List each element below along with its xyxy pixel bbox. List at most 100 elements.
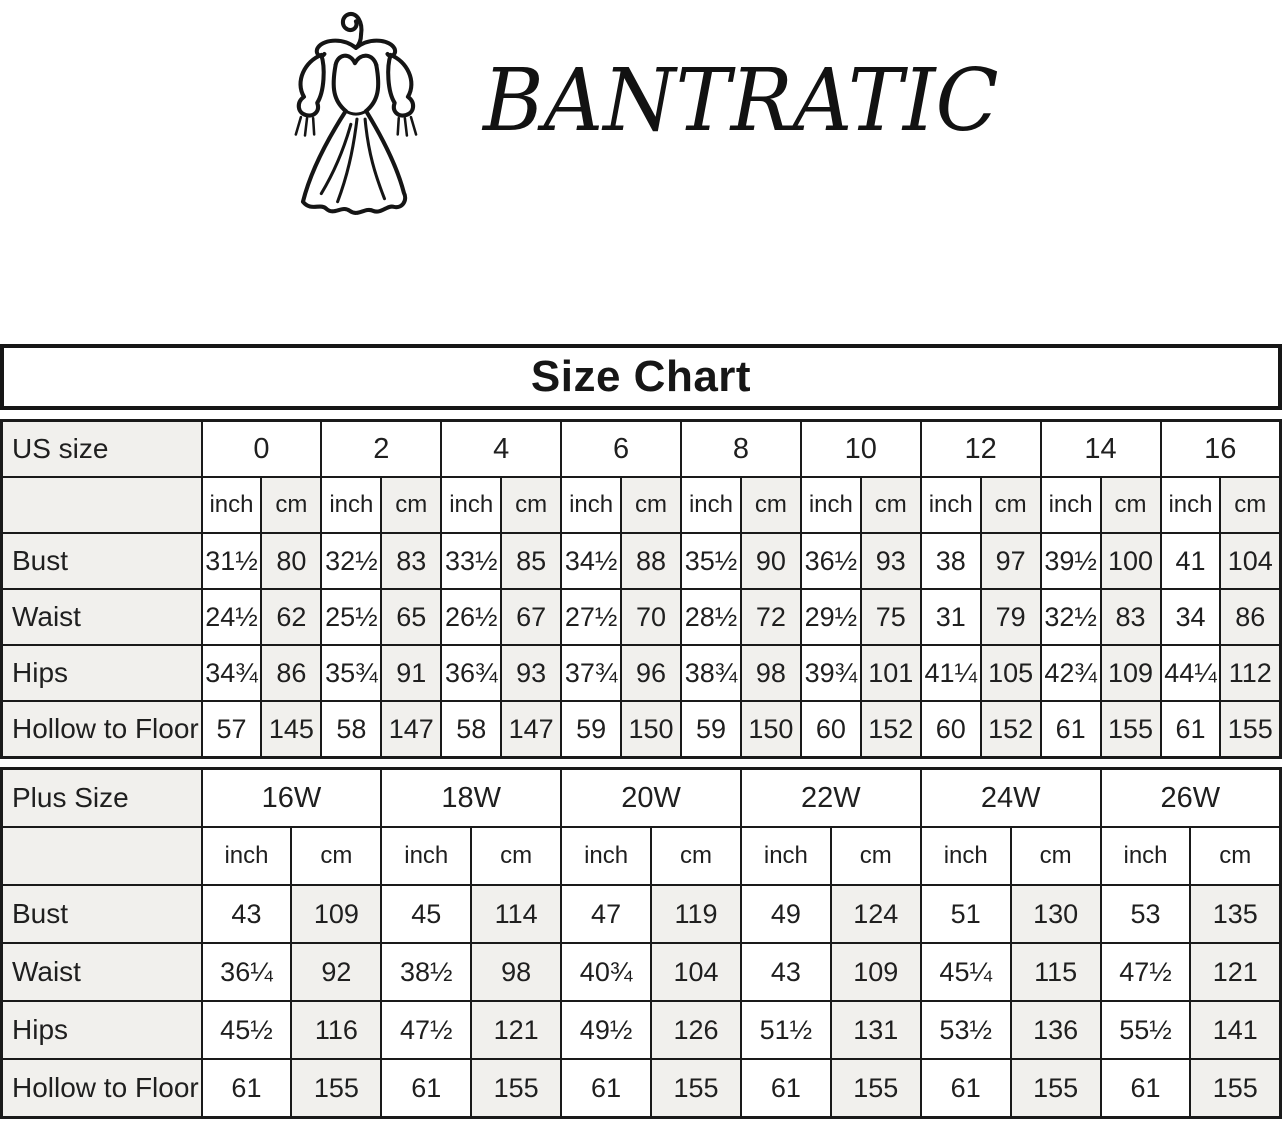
standard-size-table: US size 0 2 4 6 8 10 12 14 16 inch cm inch cm inch cm in… [0, 419, 1282, 759]
measurement-value-cm: 105 [979, 644, 1042, 702]
measurement-value-cm: 97 [979, 532, 1042, 590]
unit-label-cm: cm [1189, 826, 1282, 886]
unit-label-inch: inch [1099, 826, 1192, 886]
measurement-value-inch: 61 [1099, 1058, 1192, 1119]
measurement-value-cm: 85 [500, 532, 563, 590]
unit-label-inch: inch [380, 826, 473, 886]
size-header: 4 [440, 419, 563, 478]
measurement-value-cm: 147 [380, 700, 443, 759]
measurement-value-cm: 86 [1219, 588, 1282, 646]
row-label: Hips [0, 644, 203, 702]
measurement-value-inch: 51½ [739, 1000, 832, 1060]
unit-label-cm: cm [470, 826, 563, 886]
unit-label-inch: inch [560, 476, 623, 534]
measurement-value-cm: 80 [260, 532, 323, 590]
size-column-label: US size [0, 419, 203, 478]
measurement-value-cm: 124 [829, 884, 922, 944]
measurement-value-cm: 62 [260, 588, 323, 646]
measurement-value-inch: 33½ [440, 532, 503, 590]
measurement-value-inch: 37¾ [560, 644, 623, 702]
measurement-value-inch: 29½ [799, 588, 862, 646]
measurement-value-inch: 28½ [680, 588, 742, 646]
measurement-value-inch: 61 [1039, 700, 1102, 759]
measurement-value-cm: 119 [650, 884, 742, 944]
row-label: Bust [0, 884, 203, 944]
measurement-value-inch: 55½ [1099, 1000, 1192, 1060]
measurement-value-inch: 59 [680, 700, 742, 759]
row-label: Waist [0, 588, 203, 646]
measurement-value-inch: 57 [200, 700, 263, 759]
measurement-value-inch: 39½ [1039, 532, 1102, 590]
measurement-value-inch: 61 [919, 1058, 1012, 1119]
size-header: 14 [1039, 419, 1162, 478]
size-header: 16W [200, 767, 383, 828]
unit-label-inch: inch [919, 476, 982, 534]
size-header: 20W [560, 767, 742, 828]
measurement-value-cm: 126 [650, 1000, 742, 1060]
measurement-value-cm: 121 [470, 1000, 563, 1060]
measurement-value-cm: 155 [1099, 700, 1162, 759]
size-column-label: Plus Size [0, 767, 203, 828]
measurement-value-inch: 53½ [919, 1000, 1012, 1060]
measurement-value-cm: 155 [1189, 1058, 1282, 1119]
measurement-value-cm: 135 [1189, 884, 1282, 944]
size-header-row: US size 0 2 4 6 8 10 12 14 16 [0, 419, 1282, 478]
unit-header-row: inch cm inch cm inch cm inch cm inch cm inch cm inch… [0, 476, 1282, 534]
measurement-value-inch: 42¾ [1039, 644, 1102, 702]
measurement-value-cm: 86 [260, 644, 323, 702]
measurement-value-inch: 41 [1159, 532, 1222, 590]
measurement-value-inch: 53 [1099, 884, 1192, 944]
measurement-value-cm: 155 [829, 1058, 922, 1119]
size-header: 24W [919, 767, 1102, 828]
measurement-value-cm: 104 [1219, 532, 1282, 590]
row-label: Hollow to Floor [0, 700, 203, 759]
measurement-value-cm: 93 [500, 644, 563, 702]
unit-label-inch: inch [919, 826, 1012, 886]
brand-header: BANTRATIC [0, 0, 1282, 344]
measurement-value-cm: 98 [470, 942, 563, 1002]
unit-label-cm: cm [739, 476, 802, 534]
measurement-value-cm: 75 [859, 588, 922, 646]
measurement-value-inch: 35½ [680, 532, 742, 590]
row-label: Bust [0, 532, 203, 590]
measurement-value-inch: 47½ [380, 1000, 473, 1060]
measurement-value-cm: 109 [829, 942, 922, 1002]
measurement-value-inch: 61 [380, 1058, 473, 1119]
unit-label-cm: cm [620, 476, 682, 534]
size-header: 18W [380, 767, 563, 828]
measurement-value-cm: 152 [979, 700, 1042, 759]
measurement-value-inch: 34½ [560, 532, 623, 590]
measurement-value-cm: 155 [1219, 700, 1282, 759]
measurement-value-inch: 38¾ [680, 644, 742, 702]
unit-label-inch: inch [1159, 476, 1222, 534]
measurement-value-inch: 41¼ [919, 644, 982, 702]
measurement-value-inch: 45 [380, 884, 473, 944]
measurement-row: Hips 34¾ 86 35¾ 91 36¾ 93 37¾ 96 38¾ 98 39¾ 101 41¼ 10… [0, 644, 1282, 702]
unit-label-inch: inch [200, 476, 263, 534]
unit-label-cm: cm [650, 826, 742, 886]
measurement-value-inch: 43 [200, 884, 293, 944]
measurement-value-cm: 93 [859, 532, 922, 590]
measurement-value-cm: 100 [1099, 532, 1162, 590]
unit-label-inch: inch [739, 826, 832, 886]
measurement-value-inch: 49 [739, 884, 832, 944]
measurement-value-cm: 79 [979, 588, 1042, 646]
measurement-value-cm: 130 [1009, 884, 1102, 944]
measurement-value-inch: 36¾ [440, 644, 503, 702]
measurement-value-cm: 83 [380, 532, 443, 590]
measurement-value-inch: 39¾ [799, 644, 862, 702]
measurement-value-cm: 104 [650, 942, 742, 1002]
measurement-value-cm: 112 [1219, 644, 1282, 702]
unit-row-spacer [0, 826, 203, 886]
row-label: Hips [0, 1000, 203, 1060]
unit-label-cm: cm [979, 476, 1042, 534]
size-header: 6 [560, 419, 682, 478]
measurement-value-inch: 61 [739, 1058, 832, 1119]
measurement-value-inch: 61 [200, 1058, 293, 1119]
measurement-value-inch: 35¾ [320, 644, 383, 702]
unit-label-inch: inch [799, 476, 862, 534]
measurement-value-inch: 31 [919, 588, 982, 646]
unit-label-cm: cm [500, 476, 563, 534]
measurement-value-inch: 26½ [440, 588, 503, 646]
size-chart-title-box: Size Chart [0, 344, 1282, 410]
